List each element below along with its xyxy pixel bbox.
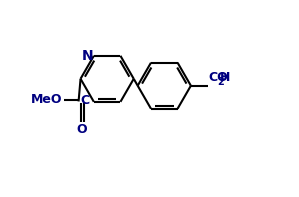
- Text: C: C: [80, 94, 89, 107]
- Text: H: H: [220, 71, 230, 84]
- Text: 2: 2: [217, 77, 224, 87]
- Text: MeO: MeO: [31, 93, 63, 106]
- Text: N: N: [82, 49, 93, 63]
- Text: O: O: [77, 123, 87, 136]
- Text: CO: CO: [208, 71, 228, 84]
